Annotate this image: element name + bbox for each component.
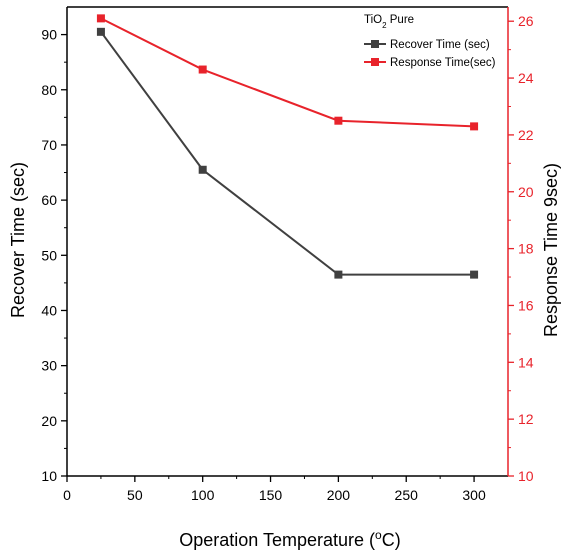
right-y-tick-label: 10 [518, 468, 534, 484]
right-y-tick-label: 16 [518, 297, 534, 313]
left-y-tick-label: 70 [41, 137, 57, 153]
x-tick-label: 0 [63, 487, 71, 503]
y-axis-right: 10 12 14 16 18 20 22 24 26 [508, 13, 534, 484]
right-y-tick-label: 12 [518, 411, 534, 427]
legend-title-sub: 2 [382, 21, 387, 30]
legend-title-main: TiO [364, 14, 382, 26]
data-point-response [470, 122, 479, 131]
legend-marker-recover [371, 40, 379, 48]
data-point-recover [470, 270, 479, 279]
series-layer [96, 14, 479, 279]
y-axis-left: 10 20 30 40 50 60 70 80 90 [41, 27, 67, 484]
left-axis-title: Recover Time (sec) [8, 162, 28, 318]
legend: TiO2 Pure Recover Time (sec) Response Ti… [364, 14, 496, 69]
data-point-response [334, 116, 343, 125]
data-point-recover [96, 27, 105, 36]
data-point-response [198, 65, 207, 74]
right-y-tick-label: 26 [518, 13, 534, 29]
data-point-recover [198, 165, 207, 174]
series-line-recover [100, 31, 475, 276]
left-y-tick-label: 80 [41, 82, 57, 98]
x-axis-title-main: Operation Temperature ( [179, 530, 375, 550]
x-axis: 0 50 100 150 200 250 300 [63, 476, 486, 503]
data-point-response [96, 14, 105, 23]
right-y-tick-label: 20 [518, 184, 534, 200]
left-y-tick-label: 30 [41, 358, 57, 374]
right-y-tick-label: 18 [518, 241, 534, 257]
x-tick-label: 50 [127, 487, 143, 503]
x-axis-title-sup: o [375, 528, 382, 542]
legend-title-rest: Pure [387, 14, 415, 26]
x-tick-label: 300 [462, 487, 486, 503]
left-y-tick-label: 90 [41, 27, 57, 43]
left-y-tick-label: 60 [41, 192, 57, 208]
right-axis-title: Response Time 9sec) [541, 163, 561, 337]
data-point-recover [334, 270, 343, 279]
right-y-tick-label: 14 [518, 354, 534, 370]
right-y-tick-label: 24 [518, 70, 534, 86]
legend-title: TiO2 Pure [364, 14, 414, 30]
left-y-tick-label: 10 [41, 468, 57, 484]
x-tick-label: 150 [259, 487, 283, 503]
left-y-tick-label: 50 [41, 247, 57, 263]
right-y-tick-label: 22 [518, 127, 534, 143]
legend-label-response: Response Time(sec) [390, 57, 496, 69]
x-tick-label: 100 [191, 487, 215, 503]
x-tick-label: 200 [327, 487, 351, 503]
x-axis-title-unit: C) [382, 530, 401, 550]
x-axis-title: Operation Temperature (oC) [179, 528, 400, 550]
plot-frame [66, 6, 509, 477]
series-line-response [100, 17, 475, 128]
legend-marker-response [371, 58, 379, 66]
left-y-tick-label: 40 [41, 302, 57, 318]
legend-label-recover: Recover Time (sec) [390, 39, 490, 51]
x-tick-label: 250 [395, 487, 419, 503]
left-y-tick-label: 20 [41, 413, 57, 429]
